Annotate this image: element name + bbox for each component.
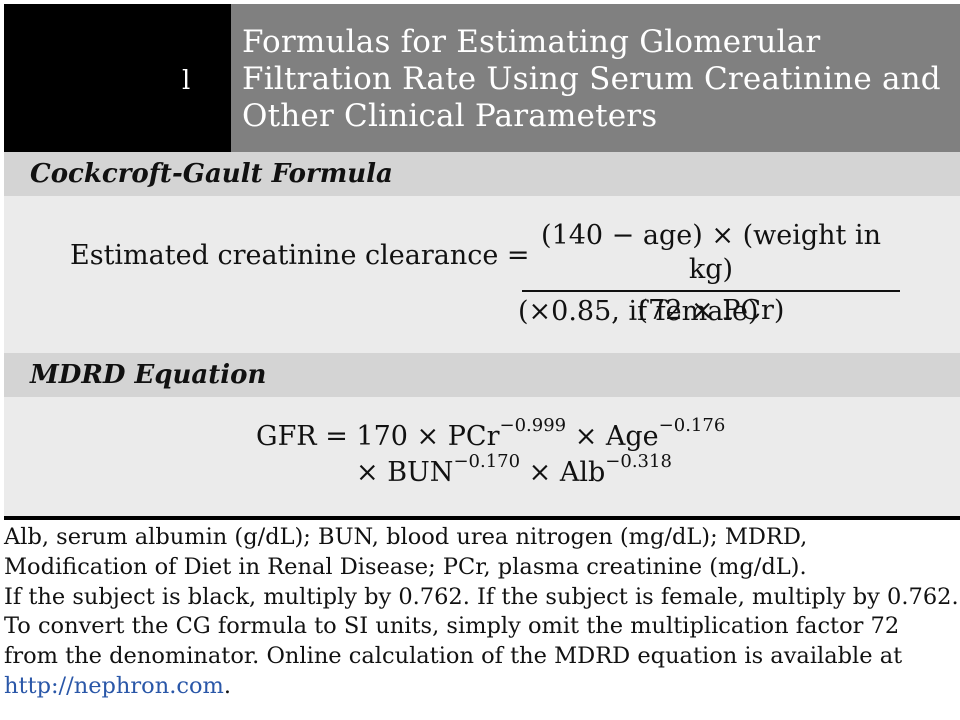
footnote-line: from the denominator. Online calculation…	[4, 643, 903, 670]
cg-numerator: (140 − age) × (weight in kg)	[541, 220, 881, 285]
title-box: Formulas for Estimating Glomerular Filtr…	[231, 4, 960, 152]
title-line-3: Other Clinical Parameters	[242, 98, 658, 134]
cg-female-note: (×0.85, if female)	[518, 296, 759, 327]
link-suffix: .	[223, 672, 232, 699]
mdrd-formula: GFR = 170 × PCr−0.999 × Age−0.176 × BUN−…	[4, 397, 960, 516]
cg-lhs: Estimated creatinine clearance =	[70, 240, 530, 271]
mdrd-exp-age: −0.176	[658, 415, 726, 436]
footnote-line: If the subject is black, multiply by 0.7…	[4, 583, 959, 610]
title-line-2: Filtration Rate Using Serum Creatinine a…	[242, 61, 941, 97]
mdrd-term-bun: × BUN	[356, 457, 454, 488]
footnote-line: Alb, serum albumin (g/dL); BUN, blood ur…	[4, 524, 808, 550]
mdrd-exp-alb: −0.318	[605, 451, 672, 472]
mdrd-exp-pcr: −0.999	[499, 415, 567, 436]
title-marker-box: l	[4, 4, 231, 152]
footnote-line: Modification of Diet in Renal Disease; P…	[4, 553, 807, 580]
cockcroft-gault-heading: Cockcroft-Gault Formula	[4, 152, 960, 196]
cg-denominator: (72 × PCr)	[637, 295, 785, 326]
mdrd-heading-text: MDRD Equation	[30, 360, 267, 390]
page-title: Formulas for Estimating Glomerular Filtr…	[242, 24, 957, 135]
mdrd-line-1: GFR = 170 × PCr−0.999 × Age−0.176	[256, 415, 725, 458]
title-marker: l	[182, 66, 191, 96]
mdrd-term-age: × Age	[566, 421, 659, 452]
mdrd-term-pcr: GFR = 170 × PCr	[256, 421, 500, 452]
mdrd-line-2: × BUN−0.170 × Alb−0.318	[356, 451, 672, 494]
title-line-1: Formulas for Estimating Glomerular	[242, 24, 821, 60]
mdrd-heading: MDRD Equation	[4, 353, 960, 397]
nephron-link[interactable]: http://nephron.com	[4, 672, 224, 699]
footnote-link-line: http://nephron.com.	[4, 672, 960, 702]
cockcroft-gault-formula: Estimated creatinine clearance = (140 − …	[4, 196, 960, 353]
title-band: l Formulas for Estimating Glomerular Fil…	[4, 4, 960, 152]
table-bottom-rule	[4, 516, 960, 520]
footnote-line: To convert the CG formula to SI units, s…	[4, 613, 900, 640]
mdrd-term-alb: × Alb	[520, 457, 606, 488]
mdrd-exp-bun: −0.170	[453, 451, 521, 472]
cockcroft-gault-heading-text: Cockcroft-Gault Formula	[30, 159, 393, 189]
cg-fraction: (140 − age) × (weight in kg) (72 × PCr)	[522, 219, 900, 328]
fraction-bar	[522, 290, 900, 292]
footnote: Alb, serum albumin (g/dL); BUN, blood ur…	[4, 523, 960, 702]
